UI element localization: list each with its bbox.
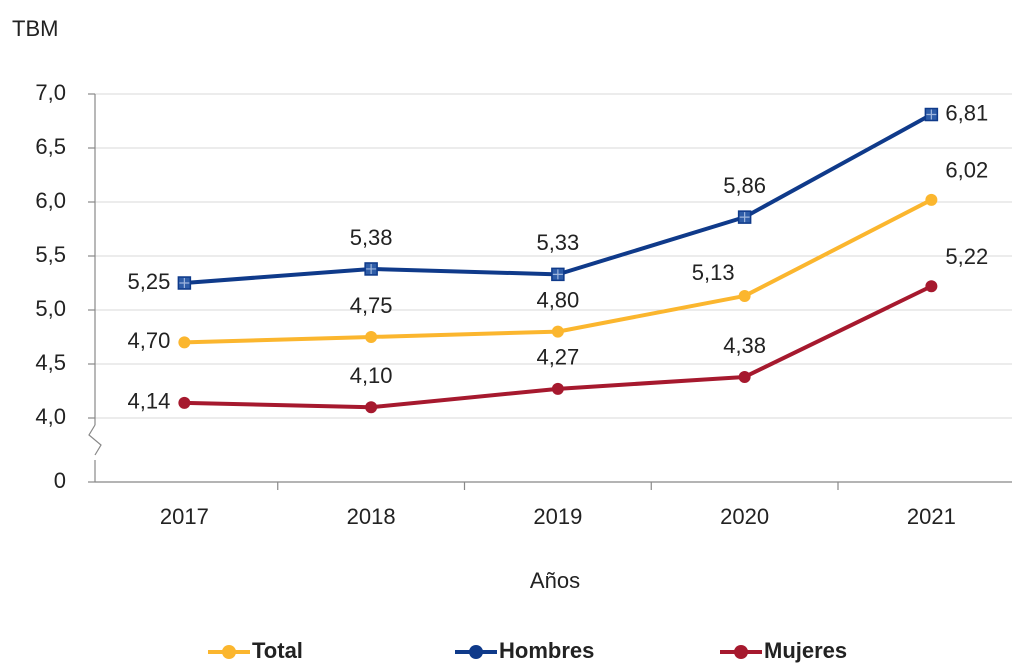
data-label: 4,27 — [536, 345, 579, 370]
y-tick-label: 4,5 — [35, 350, 66, 375]
data-label: 4,75 — [350, 293, 393, 318]
y-tick-label: 7,0 — [35, 80, 66, 105]
marker — [738, 289, 751, 302]
marker-cross — [179, 278, 190, 288]
marker-cross — [926, 109, 937, 120]
legend-label: Mujeres — [764, 638, 847, 663]
marker-cross — [552, 269, 563, 280]
x-tick-label: 2019 — [533, 504, 582, 529]
y-tick-label: 5,5 — [35, 242, 66, 267]
x-tick-label: 2017 — [160, 504, 209, 529]
x-tick-label: 2021 — [907, 504, 956, 529]
marker — [365, 401, 378, 414]
data-label: 5,22 — [945, 244, 988, 269]
series: 5,25 5,38 5,33 5,86 6,81 — [128, 100, 989, 293]
y-axis-title: TBM — [12, 16, 58, 41]
marker — [551, 325, 564, 338]
data-label: 5,25 — [128, 269, 171, 294]
y-tick-label: 6,0 — [35, 188, 66, 213]
marker — [178, 336, 191, 349]
series: 4,70 4,75 4,80 5,13 6,02 — [128, 158, 989, 354]
y-tick-label: 4,0 — [35, 404, 66, 429]
series: 4,14 4,10 4,27 4,38 5,22 — [128, 244, 989, 414]
data-label: 4,14 — [128, 389, 171, 414]
marker-cross — [739, 212, 750, 223]
marker — [365, 331, 378, 343]
data-label: 6,81 — [945, 100, 988, 125]
legend-marker — [734, 645, 748, 659]
y-tick-label: 5,0 — [35, 296, 66, 321]
data-label: 4,38 — [723, 333, 766, 358]
legend-label: Hombres — [499, 638, 594, 663]
marker — [178, 396, 191, 409]
axis-break — [88, 424, 102, 456]
y-tick-label: 0 — [54, 468, 66, 493]
x-axis-title: Años — [530, 568, 580, 593]
marker — [925, 193, 938, 206]
marker — [551, 382, 564, 395]
y-tick-label: 6,5 — [35, 134, 66, 159]
data-label: 4,70 — [128, 328, 171, 353]
data-label: 4,10 — [350, 363, 393, 388]
x-tick-label: 2018 — [347, 504, 396, 529]
data-label: 4,80 — [536, 287, 579, 312]
x-tick-label: 2020 — [720, 504, 769, 529]
data-label: 6,02 — [945, 158, 988, 183]
data-label: 5,38 — [350, 225, 393, 250]
data-label: 5,86 — [723, 173, 766, 198]
marker — [925, 280, 938, 293]
marker-cross — [366, 263, 377, 274]
data-label: 5,33 — [536, 230, 579, 255]
legend-marker — [469, 645, 483, 659]
marker — [738, 370, 751, 383]
data-label: 5,13 — [692, 260, 735, 285]
legend-label: Total — [252, 638, 303, 663]
legend-marker — [222, 645, 236, 659]
